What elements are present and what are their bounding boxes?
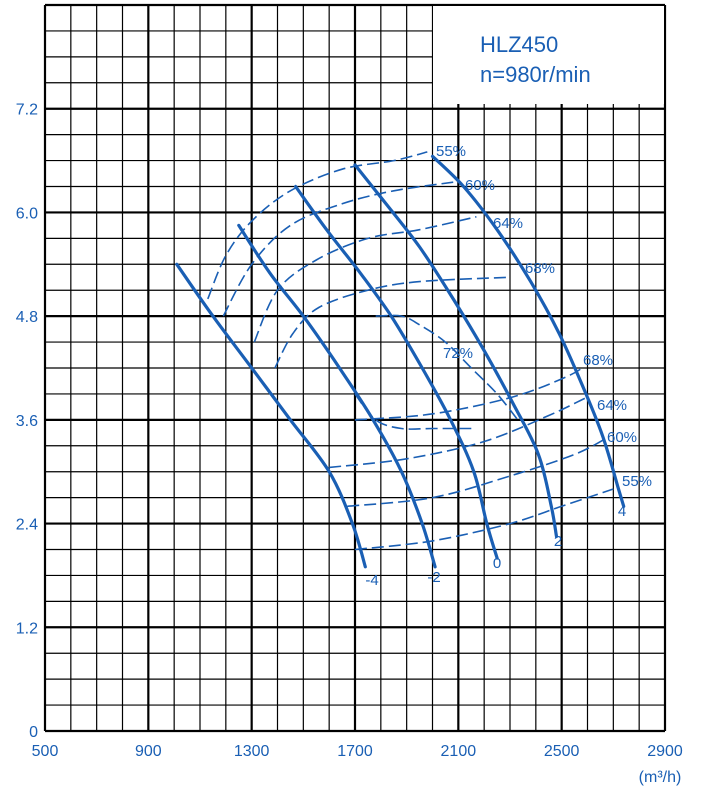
chart-title: HLZ450 [480, 32, 558, 57]
y-tick-label: 0 [29, 724, 38, 741]
y-tick-label: 2.4 [16, 517, 38, 534]
blade-angle-curves [175, 154, 626, 569]
efficiency-curve-lower [354, 367, 583, 421]
blade-angle-label: 4 [618, 503, 626, 520]
y-tick-label: 3.6 [16, 413, 38, 430]
x-tick-label: 2100 [441, 743, 477, 760]
grid [43, 3, 667, 733]
blade-angle-curve [175, 262, 367, 569]
blade-angle-curve [430, 154, 626, 508]
title-box: HLZ450 n=980r/min [433, 6, 664, 104]
blade-angle-label: 0 [493, 555, 501, 572]
efficiency-curve-upper [222, 181, 454, 317]
efficiency-label-lower: 55% [622, 473, 652, 490]
efficiency-curve-upper [375, 314, 519, 421]
y-axis-ticks: 0 1.2 2.4 3.6 4.8 6.0 7.2 [16, 102, 38, 741]
title-background [433, 6, 664, 104]
curve-labels: -4 -2 0 2 4 55% 60% 64% 68% 72% 68% 64% 60% 55% [365, 143, 652, 589]
efficiency-curve-upper [274, 276, 511, 369]
blade-angle-curve [294, 184, 499, 560]
efficiency-curve-upper [253, 216, 477, 343]
chart-subtitle: n=980r/min [480, 62, 591, 87]
efficiency-label-lower: 60% [607, 429, 637, 446]
efficiency-label-upper: 68% [525, 260, 555, 277]
efficiency-label-lower: 64% [597, 397, 627, 414]
x-tick-label: 2500 [544, 743, 580, 760]
blade-angle-curve [353, 163, 559, 539]
x-tick-label: 500 [32, 743, 59, 760]
x-tick-label: 900 [135, 743, 162, 760]
efficiency-curves [207, 151, 614, 551]
y-tick-label: 1.2 [16, 620, 38, 637]
x-axis-ticks: 500 900 1300 1700 2100 2500 2900 [32, 743, 683, 760]
blade-angle-label: -2 [427, 569, 440, 586]
x-tick-label: 1300 [234, 743, 270, 760]
efficiency-curve-lower [329, 397, 586, 469]
efficiency-curve-upper [207, 151, 428, 300]
y-tick-label: 4.8 [16, 309, 38, 326]
efficiency-label-upper: 72% [443, 345, 473, 362]
x-tick-label: 2900 [647, 743, 683, 760]
blade-angle-label: -4 [365, 572, 378, 589]
efficiency-label-lower: 68% [583, 352, 613, 369]
efficiency-label-upper: 64% [493, 215, 523, 232]
x-tick-label: 1700 [337, 743, 373, 760]
blade-angle-label: 2 [554, 533, 562, 550]
y-tick-label: 7.2 [16, 102, 38, 119]
efficiency-curve-lower [354, 488, 614, 551]
blade-angle-curve [237, 223, 437, 569]
y-tick-label: 6.0 [16, 205, 38, 222]
efficiency-label-upper: 55% [436, 143, 466, 160]
efficiency-curve-lower [347, 436, 609, 508]
efficiency-label-upper: 60% [465, 177, 495, 194]
x-unit-label: (m³/h) [639, 769, 682, 786]
